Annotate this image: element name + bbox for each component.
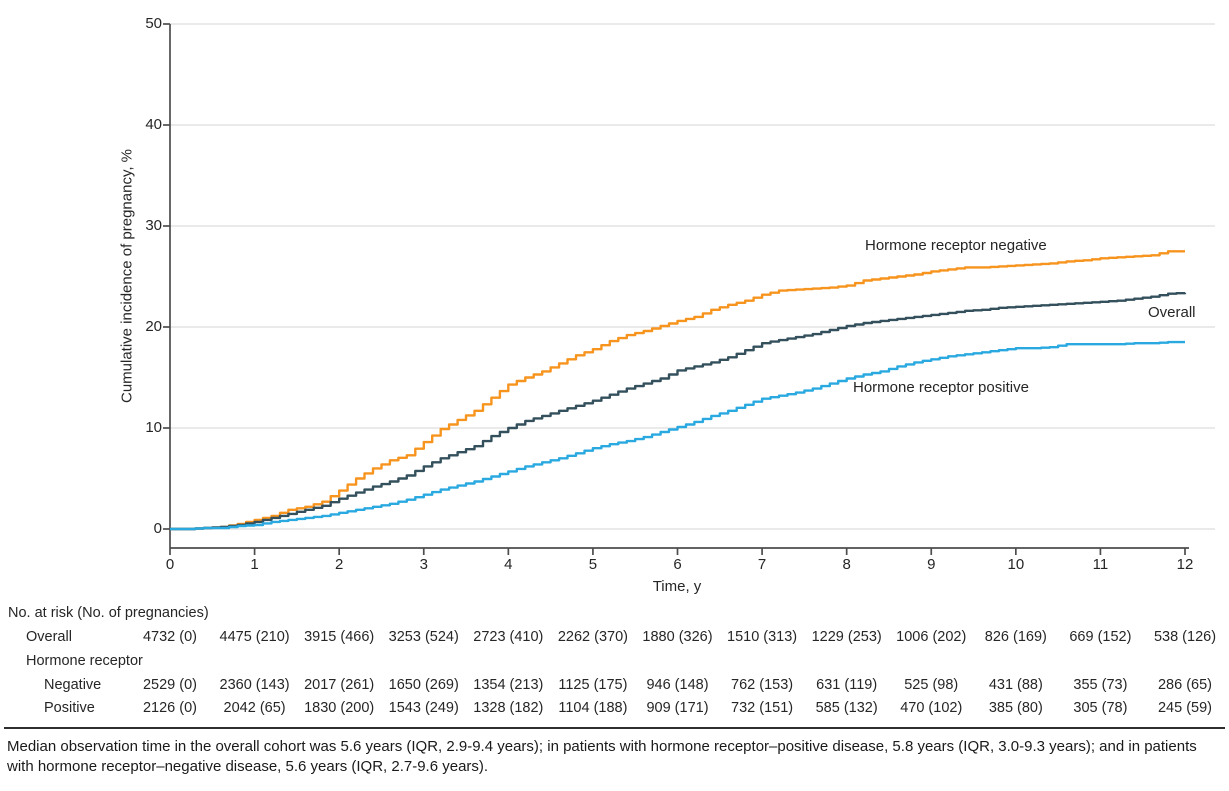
risk-cell: 631 (119) — [816, 677, 878, 693]
risk-cell: 1880 (326) — [642, 629, 713, 645]
y-tick-label: 30 — [145, 217, 162, 234]
risk-cell: 2723 (410) — [473, 629, 544, 645]
x-tick-label: 2 — [334, 556, 344, 573]
risk-cell: 355 (73) — [1073, 677, 1128, 693]
risk-cell: 4475 (210) — [219, 629, 290, 645]
x-tick-label: 4 — [504, 556, 513, 573]
curve-hormone-receptor-negative — [170, 250, 1185, 531]
risk-cell: 2262 (370) — [557, 629, 628, 645]
risk-cell: 1543 (249) — [388, 700, 459, 716]
x-tick-label: 5 — [588, 556, 598, 573]
x-axis-title: Time, y — [652, 578, 702, 595]
x-tick-label: 1 — [250, 556, 259, 573]
x-tick-label: 6 — [673, 556, 682, 573]
y-axis-title: Cumulative incidence of pregnancy, % — [118, 148, 136, 404]
risk-cell: 3253 (524) — [388, 629, 459, 645]
x-tick-label: 12 — [1176, 556, 1194, 573]
risk-cell: 1104 (188) — [558, 700, 628, 716]
risk-row-label: Negative — [44, 677, 102, 693]
risk-cell: 909 (171) — [646, 700, 709, 716]
curve-label-hormone-receptor-positive: Hormone receptor positive — [853, 379, 1029, 396]
risk-cell: 946 (148) — [646, 677, 709, 693]
risk-cell: 2529 (0) — [142, 677, 197, 693]
x-tick-label: 11 — [1092, 556, 1109, 573]
risk-cell: 538 (126) — [1153, 629, 1217, 645]
curve-hormone-receptor-positive — [170, 340, 1185, 531]
risk-cell: 2360 (143) — [219, 677, 290, 693]
risk-row-label: Overall — [26, 629, 72, 645]
risk-cell: 245 (59) — [1157, 700, 1212, 716]
risk-cell: 4732 (0) — [142, 629, 197, 645]
risk-cell: 1006 (202) — [896, 629, 967, 645]
y-tick-label: 50 — [145, 15, 162, 32]
risk-cell: 826 (169) — [984, 629, 1047, 645]
x-tick-label: 0 — [165, 556, 175, 573]
risk-cell: 1510 (313) — [727, 629, 798, 645]
risk-cell: 2042 (65) — [223, 700, 286, 716]
risk-table-header: No. at risk (No. of pregnancies) — [8, 605, 209, 621]
x-tick-label: 9 — [927, 556, 936, 573]
y-tick-label: 20 — [145, 318, 162, 335]
x-tick-label: 3 — [419, 556, 428, 573]
risk-cell: 1354 (213) — [473, 677, 544, 693]
curve-label-overall: Overall — [1148, 304, 1196, 321]
risk-cell: 1830 (200) — [304, 700, 375, 716]
curve-overall — [170, 292, 1187, 531]
risk-row-label: Positive — [44, 700, 95, 716]
risk-cell: 762 (153) — [731, 677, 794, 693]
curve-label-hormone-receptor-negative: Hormone receptor negative — [865, 237, 1047, 254]
y-tick-label: 40 — [145, 116, 162, 133]
x-tick-label: 8 — [842, 556, 851, 573]
risk-cell: 385 (80) — [988, 700, 1043, 716]
x-tick-label: 10 — [1007, 556, 1025, 573]
risk-cell: 2126 (0) — [142, 700, 197, 716]
y-tick-label: 10 — [145, 419, 162, 436]
footnote-divider — [4, 727, 1225, 729]
risk-cell: 1328 (182) — [473, 700, 544, 716]
risk-cell: 1650 (269) — [388, 677, 459, 693]
risk-cell: 1229 (253) — [811, 629, 882, 645]
risk-cell: 669 (152) — [1069, 629, 1132, 645]
risk-cell: 525 (98) — [904, 677, 959, 693]
risk-cell: 1125 (175) — [558, 677, 628, 693]
risk-cell: 286 (65) — [1157, 677, 1212, 693]
risk-cell: 2017 (261) — [304, 677, 375, 693]
risk-row-label: Hormone receptor — [26, 653, 143, 669]
risk-cell: 470 (102) — [900, 700, 963, 716]
footnote-text: Median observation time in the overall c… — [7, 738, 1197, 775]
risk-cell: 3915 (466) — [304, 629, 375, 645]
risk-cell: 305 (78) — [1073, 700, 1128, 716]
x-tick-label: 7 — [757, 556, 767, 573]
risk-cell: 431 (88) — [988, 677, 1043, 693]
risk-cell: 732 (151) — [731, 700, 794, 716]
y-tick-label: 0 — [153, 520, 162, 537]
risk-cell: 585 (132) — [815, 700, 878, 716]
